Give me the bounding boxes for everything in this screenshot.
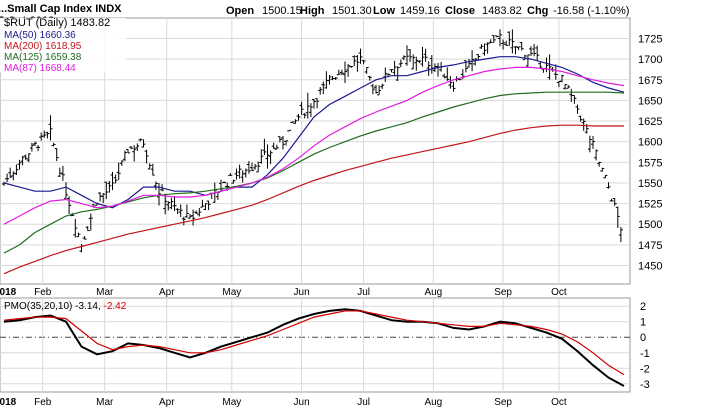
moving-average-lines	[3, 56, 625, 275]
price-y-tick-label: 1550	[638, 178, 662, 190]
price-y-tick-label: 1675	[638, 75, 662, 87]
legend-ma125-label: MA(125)	[4, 52, 42, 63]
month-tick-label: Feb	[34, 287, 52, 298]
legend-ma87-label: MA(87)	[4, 63, 37, 74]
price-bars	[2, 29, 623, 253]
month-tick-label: Sep	[494, 287, 512, 298]
pmo-lines	[3, 308, 625, 387]
month-tick-label: Aug	[424, 287, 442, 298]
month-tick-label: Aug	[424, 397, 442, 408]
month-tick-label: Oct	[551, 287, 567, 298]
legend-ma200-value: 1618.95	[45, 41, 82, 52]
month-tick-label: Apr	[159, 287, 175, 298]
price-y-tick-label: 1450	[638, 260, 662, 272]
price-y-tick-label: 1625	[638, 116, 662, 128]
legend-symbol: $RUT (Daily) 1483.82	[4, 17, 110, 29]
legend-symbol-prefix: $RUT (Daily)	[4, 17, 67, 29]
pmo-y-tick-label: 2	[640, 301, 646, 313]
low-label: Low	[373, 5, 395, 17]
pmo-y-tick-label: -1	[640, 348, 650, 360]
pmo-legend-value1: -3.14	[75, 301, 98, 312]
legend-ma87: MA(87) 1668.44	[4, 63, 76, 74]
month-tick-label: May	[222, 287, 241, 298]
price-y-tick-label: 1650	[638, 95, 662, 107]
month-tick-label: Apr	[159, 397, 175, 408]
ohlc-readout: Open 1500.15 High 1501.30 Low 1459.16 Cl…	[226, 5, 629, 17]
pmo-y-tick-label: 1	[640, 317, 646, 329]
month-tick-label: Feb	[34, 397, 52, 408]
legend-symbol-value: 1483.82	[70, 17, 110, 29]
high-label: High	[300, 5, 325, 17]
month-tick-label: Jun	[294, 287, 310, 298]
month-tick-label: Mar	[96, 287, 114, 298]
legend-ma125: MA(125) 1659.38	[4, 52, 82, 63]
open-value: 1500.15	[262, 5, 302, 17]
high-value: 1501.30	[332, 5, 372, 17]
price-legend: $RUT (Daily) 1483.82 MA(50) 1660.36 MA(2…	[0, 17, 126, 74]
price-y-tick-label: 1600	[638, 137, 662, 149]
pmo-signal-line	[3, 310, 625, 376]
ma87-line	[3, 66, 625, 225]
price-y-tick-label: 1700	[638, 54, 662, 66]
chg-label: Chg	[527, 5, 548, 17]
ma200-line	[3, 124, 624, 275]
close-label: Close	[445, 5, 475, 17]
month-tick-label: Jun	[294, 397, 310, 408]
open-label: Open	[226, 5, 254, 17]
month-tick-label: Mar	[96, 397, 114, 408]
month-tick-label: Oct	[551, 397, 567, 408]
month-tick-label: Jul	[357, 397, 370, 408]
month-tick-label: Sep	[494, 397, 512, 408]
legend-ma50: MA(50) 1660.36	[4, 30, 76, 41]
price-y-tick-label: 1725	[638, 34, 662, 46]
month-tick-label: May	[222, 397, 241, 408]
low-value: 1459.16	[400, 5, 440, 17]
legend-ma87-value: 1668.44	[40, 63, 77, 74]
pmo-legend-value2: -2.42	[104, 301, 127, 312]
price-y-tick-label: 1525	[638, 199, 662, 211]
legend-ma200-label: MA(200)	[4, 41, 42, 52]
close-value: 1483.82	[482, 5, 522, 17]
header-title-fragment: ...Small Cap Index INDX	[0, 3, 122, 15]
price-y-tick-label: 1500	[638, 219, 662, 231]
legend-ma50-label: MA(50)	[4, 30, 37, 41]
month-tick-label: Jul	[357, 287, 370, 298]
legend-ma200: MA(200) 1618.95	[4, 41, 82, 52]
price-y-tick-label: 1575	[638, 157, 662, 169]
pmo-y-tick-label: 0	[640, 332, 646, 344]
pmo-panel-frame	[0, 297, 631, 393]
legend-background	[0, 18, 126, 72]
chg-value: -16.58 (-1.10%)	[553, 5, 629, 17]
price-y-axis: 1450 1475 1500 1525 1550 1575 1600 1625 1650 1675…	[638, 34, 662, 273]
pmo-y-tick-label: -2	[640, 363, 650, 375]
legend-ma50-value: 1660.36	[40, 30, 77, 41]
pmo-y-tick-label: -3	[640, 379, 650, 391]
pmo-legend: PMO(35,20,10) -3.14, -2.42	[4, 301, 127, 312]
legend-ma125-value: 1659.38	[45, 52, 82, 63]
pmo-y-axis: -3 -2 -1 0 1 2	[640, 301, 650, 391]
price-y-tick-label: 1475	[638, 240, 662, 252]
pmo-legend-label: PMO(35,20,10)	[4, 301, 72, 312]
